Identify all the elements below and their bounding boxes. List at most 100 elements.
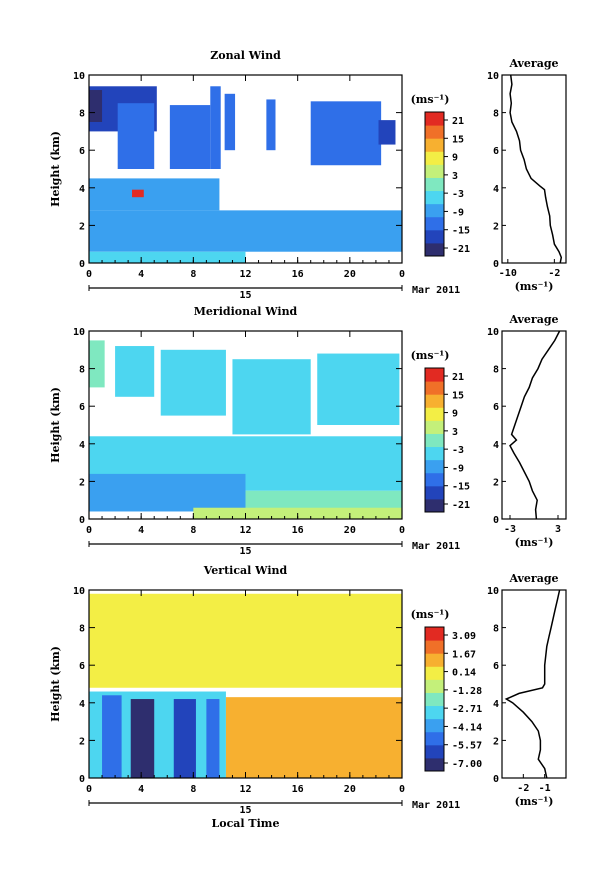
profile-y-tick-label: 2 (493, 221, 499, 232)
colorbar-swatch (425, 705, 444, 720)
profile-line (509, 330, 561, 520)
heatmap-cell (225, 697, 402, 778)
heatmap-cell (378, 120, 396, 145)
heatmap-cell (89, 90, 103, 122)
profile-y-tick-label: 8 (493, 624, 499, 635)
heatmap-cell (317, 353, 400, 425)
profile-x-label: (ms⁻¹) (515, 536, 554, 549)
profile-x-label: (ms⁻¹) (515, 795, 554, 808)
profile-y-tick-label: 8 (493, 365, 499, 376)
colorbar-unit: (ms⁻¹) (411, 608, 450, 621)
profile-y-tick-label: 0 (493, 259, 499, 270)
profile-frame (501, 589, 567, 779)
colorbar-swatch (425, 757, 444, 772)
x-tick-label: 20 (344, 784, 356, 795)
colorbar-tick-label: -21 (452, 500, 470, 511)
colorbar-swatch (425, 164, 444, 178)
colorbar-swatch (425, 627, 444, 641)
colorbar-tick-label: 0.14 (452, 668, 476, 679)
day-label: 15 (239, 290, 251, 301)
y-tick-label: 0 (79, 515, 85, 526)
colorbar-swatch (425, 394, 444, 408)
x-axis-label: Local Time (212, 817, 280, 830)
colorbar-tick-label: -3 (452, 189, 464, 200)
x-tick-label: 4 (138, 269, 144, 280)
colorbar-tick-label: -7.00 (452, 759, 482, 770)
colorbar-tick-label: 3 (452, 427, 458, 438)
heatmap-cell (89, 251, 246, 263)
y-tick-label: 2 (79, 221, 85, 232)
colorbar-swatch (425, 216, 444, 231)
y-tick-label: 8 (79, 365, 85, 376)
profile-frame (501, 330, 567, 520)
colorbar-swatch (425, 498, 444, 513)
profile-title: Average (508, 57, 558, 70)
profile-y-tick-label: 2 (493, 736, 499, 747)
x-tick-label: 0 (399, 269, 405, 280)
y-tick-label: 0 (79, 774, 85, 785)
heatmap-cell (102, 695, 122, 778)
colorbar-swatch (425, 666, 444, 680)
x-tick-label: 0 (86, 784, 92, 795)
profile-line (504, 589, 561, 779)
heatmap-cell (89, 593, 402, 688)
month-label: Mar 2011 (412, 800, 460, 811)
x-tick-label: 16 (292, 525, 304, 536)
colorbar-swatch (425, 459, 444, 474)
profile-y-tick-label: 6 (493, 402, 499, 413)
profile-x-tick-label: -10 (499, 268, 517, 279)
colorbar-tick-label: -4.14 (452, 722, 482, 733)
x-tick-label: 16 (292, 269, 304, 280)
y-tick-label: 4 (79, 440, 85, 451)
x-tick-label: 12 (239, 525, 251, 536)
x-tick-label: 0 (86, 269, 92, 280)
x-tick-label: 0 (399, 784, 405, 795)
colorbar-tick-label: 9 (452, 153, 458, 164)
heatmap-cell (132, 189, 144, 198)
colorbar-tick-label: -9 (452, 463, 464, 474)
colorbar-tick-label: 9 (452, 409, 458, 420)
heatmap-cell (310, 101, 382, 166)
colorbar-swatch (425, 718, 444, 733)
colorbar-swatch (425, 407, 444, 421)
profile-y-tick-label: 6 (493, 661, 499, 672)
day-label: 15 (239, 805, 251, 816)
profile-y-tick-label: 8 (493, 109, 499, 120)
colorbar-swatch (425, 177, 444, 192)
x-tick-label: 4 (138, 525, 144, 536)
y-tick-label: 6 (79, 661, 85, 672)
colorbar-tick-label: 21 (452, 116, 464, 127)
heatmap-cell (89, 473, 246, 512)
colorbar-swatch (425, 229, 444, 244)
y-tick-label: 10 (73, 586, 85, 597)
profile-y-tick-label: 4 (493, 184, 499, 195)
profile-y-tick-label: 0 (493, 774, 499, 785)
heatmap-cell (89, 210, 402, 252)
profile-x-tick-label: -2 (517, 783, 529, 794)
profile-y-tick-label: 10 (487, 71, 499, 82)
x-tick-label: 16 (292, 784, 304, 795)
colorbar-tick-label: -21 (452, 244, 470, 255)
profile-y-tick-label: 4 (493, 699, 499, 710)
heatmap-cell (206, 699, 220, 778)
colorbar-swatch (425, 190, 444, 205)
x-tick-label: 8 (190, 525, 196, 536)
colorbar-swatch (425, 446, 444, 461)
profile-x-tick-label: -1 (539, 783, 551, 794)
colorbar-swatch (425, 203, 444, 218)
panel-title: Vertical Wind (203, 564, 288, 577)
colorbar-tick-label: -9 (452, 207, 464, 218)
y-tick-label: 8 (79, 109, 85, 120)
profile-x-label: (ms⁻¹) (515, 280, 554, 293)
colorbar-swatch (425, 151, 444, 165)
colorbar-tick-label: 15 (452, 134, 464, 145)
heatmap-cell (117, 103, 155, 169)
colorbar-swatch (425, 692, 444, 707)
y-tick-label: 6 (79, 402, 85, 413)
colorbar-swatch (425, 368, 444, 382)
y-tick-label: 10 (73, 71, 85, 82)
colorbar-swatch (425, 640, 444, 654)
y-axis-label: Height (km) (49, 131, 62, 207)
profile-y-tick-label: 2 (493, 477, 499, 488)
